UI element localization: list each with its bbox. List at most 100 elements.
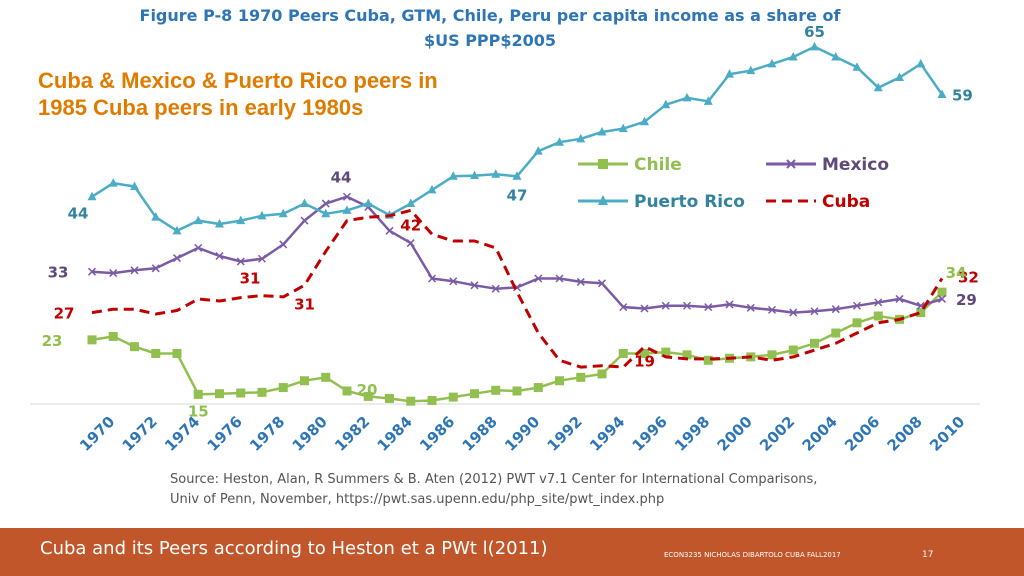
- legend-marker-puerto-rico: [598, 195, 608, 205]
- data-label-mexico-1982: 44: [331, 169, 352, 187]
- data-point-mexico-2003: [789, 308, 798, 317]
- data-point-puerto-rico-1977: [236, 215, 246, 225]
- data-point-mexico-1996: [640, 304, 649, 313]
- data-point-chile-1993: [576, 372, 586, 382]
- data-point-puerto-rico-1988: [470, 170, 479, 180]
- data-point-chile-1995: [618, 348, 628, 358]
- legend-label-mexico: Mexico: [822, 155, 889, 175]
- data-point-mexico-1989: [491, 284, 500, 293]
- data-point-chile-1971: [108, 331, 118, 341]
- data-label-cuba-1985: 42: [400, 216, 421, 234]
- data-point-chile-2009: [916, 308, 926, 318]
- data-point-chile-1999: [703, 355, 713, 365]
- legend-label-chile: Chile: [634, 155, 682, 175]
- data-point-mexico-1980: [300, 216, 309, 225]
- data-point-puerto-rico-2009: [916, 58, 926, 68]
- data-label-mexico-1970: 33: [48, 264, 69, 282]
- data-point-chile-1988: [470, 389, 479, 399]
- data-point-puerto-rico-2003: [788, 52, 798, 61]
- data-point-chile-1970: [87, 335, 97, 345]
- data-label-cuba-1996: 19: [634, 353, 655, 371]
- data-point-puerto-rico-2010: [937, 89, 947, 99]
- x-tick-label-2002: 2002: [756, 413, 798, 455]
- data-point-puerto-rico-2008: [895, 72, 904, 81]
- source-note: Source: Heston, Alan, R Summers & B. Ate…: [170, 470, 970, 510]
- legend-marker-mexico: [786, 159, 796, 169]
- x-tick-label-2004: 2004: [799, 413, 841, 455]
- data-label-chile-1970: 23: [42, 332, 63, 350]
- data-point-puerto-rico-2007: [873, 82, 883, 92]
- data-point-puerto-rico-1974: [172, 225, 182, 235]
- data-point-chile-1986: [427, 396, 437, 406]
- data-point-chile-2002: [767, 350, 777, 360]
- data-point-puerto-rico-1980: [300, 198, 309, 208]
- data-label-puerto-rico-2010: 59: [952, 87, 973, 105]
- figure-frame: 1970 1972 1974 1976 1978 1980 1982 1984 1986 1988…: [30, 0, 980, 528]
- overlay-line-2: 1985 Cuba peers in early 1980s: [38, 95, 364, 120]
- data-point-chile-1981: [321, 372, 331, 382]
- overlay-note: Cuba & Mexico & Puerto Rico peers in 198…: [38, 67, 598, 121]
- data-point-mexico-1986: [427, 274, 437, 283]
- data-point-puerto-rico-1981: [321, 208, 331, 218]
- data-point-puerto-rico-1986: [427, 184, 437, 194]
- data-point-mexico-1971: [109, 269, 118, 278]
- data-point-chile-1991: [533, 383, 543, 393]
- figure-title-line-1: Figure P-8 1970 Peers Cuba, GTM, Chile, …: [139, 6, 841, 25]
- data-point-chile-2004: [810, 338, 819, 348]
- data-point-puerto-rico-1972: [130, 181, 139, 191]
- data-point-chile-1987: [448, 392, 458, 402]
- data-point-mexico-2007: [874, 298, 883, 307]
- data-point-puerto-rico-1993: [576, 133, 586, 143]
- overlay-line-1: Cuba & Mexico & Puerto Rico peers in: [38, 68, 438, 93]
- data-point-mexico-1984: [385, 226, 394, 235]
- data-point-chile-1980: [300, 376, 309, 386]
- data-point-mexico-1998: [682, 301, 692, 310]
- data-point-puerto-rico-2001: [746, 65, 756, 75]
- data-point-chile-1983: [363, 391, 373, 401]
- data-point-chile-1977: [236, 388, 246, 398]
- data-point-mexico-2005: [831, 305, 840, 314]
- x-tick-label-1970: 1970: [76, 413, 118, 455]
- data-point-mexico-2002: [767, 305, 777, 314]
- data-point-mexico-1995: [619, 303, 628, 312]
- x-tick-label-1988: 1988: [459, 413, 501, 455]
- data-point-puerto-rico-1982: [342, 205, 352, 214]
- data-point-puerto-rico-1992: [555, 137, 564, 146]
- data-point-mexico-2008: [895, 294, 904, 303]
- data-point-mexico-1994: [597, 279, 607, 288]
- data-point-mexico-1970: [87, 267, 97, 276]
- data-point-mexico-2004: [810, 307, 819, 316]
- data-point-mexico-1982: [342, 192, 352, 201]
- x-tick-label-2000: 2000: [714, 413, 756, 455]
- data-point-puerto-rico-1985: [406, 198, 416, 208]
- data-point-chile-1994: [597, 369, 607, 379]
- data-point-mexico-1972: [130, 266, 139, 275]
- data-point-mexico-1978: [257, 254, 267, 263]
- data-point-chile-1990: [512, 386, 522, 396]
- data-point-chile-1985: [406, 396, 416, 406]
- data-label-mexico-2010: 29: [956, 291, 977, 309]
- x-tick-label-1994: 1994: [586, 413, 628, 455]
- x-tick-label-1990: 1990: [501, 413, 543, 455]
- data-point-puerto-rico-2005: [831, 52, 841, 61]
- legend-label-cuba: Cuba: [822, 192, 870, 212]
- data-point-puerto-rico-1990: [512, 171, 522, 180]
- data-point-mexico-1973: [151, 264, 160, 273]
- x-tick-label-1982: 1982: [331, 413, 373, 455]
- footer-meta: ECON3235 NICHOLAS DIBARTOLO CUBA FALL201…: [664, 551, 841, 559]
- data-point-puerto-rico-1999: [703, 96, 713, 105]
- data-point-puerto-rico-1973: [151, 212, 161, 221]
- figure-title-line-2: $US PPP$2005: [423, 31, 557, 50]
- data-point-chile-2003: [788, 345, 798, 355]
- data-point-puerto-rico-1996: [640, 116, 649, 126]
- data-point-mexico-2000: [725, 300, 734, 309]
- data-label-chile-2010: 34: [946, 264, 967, 282]
- data-point-puerto-rico-1983: [363, 198, 373, 208]
- x-tick-label-1978: 1978: [246, 413, 288, 455]
- legend-label-puerto-rico: Puerto Rico: [634, 192, 745, 212]
- data-point-mexico-1992: [555, 274, 564, 283]
- data-point-mexico-1979: [279, 240, 288, 249]
- data-label-puerto-rico-1990: 47: [507, 186, 528, 204]
- data-label-cuba-2010: 32: [958, 269, 979, 287]
